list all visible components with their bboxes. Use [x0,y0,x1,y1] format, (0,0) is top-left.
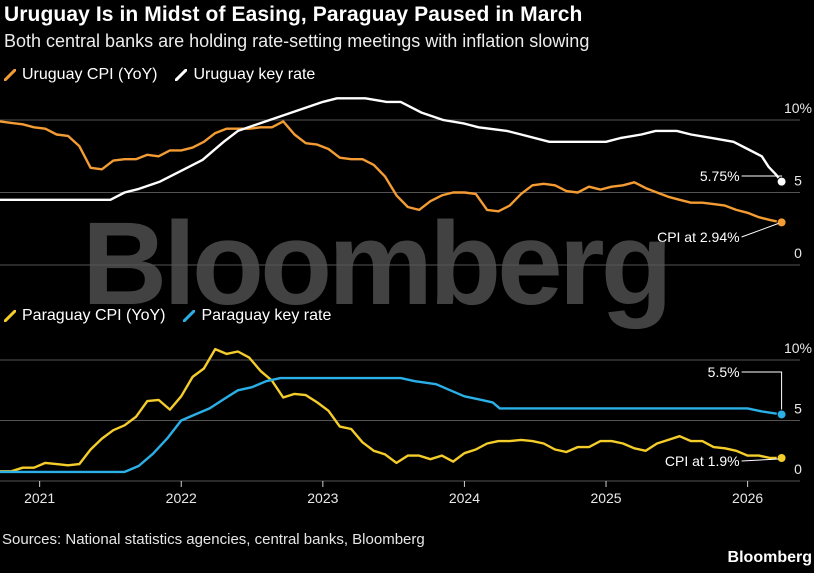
source-note: Sources: National statistics agencies, c… [2,531,425,548]
paraguay-y-tick-label-0: 0 [794,461,802,477]
uruguay-series-end-dot-0 [776,217,787,228]
legend-label-paraguay-rate: Paraguay key rate [201,307,332,324]
legend-swatch-uruguay-rate [175,69,188,81]
brand-logo: Bloomberg [727,549,812,566]
paraguay-annotation-leader-1 [741,458,779,462]
chart-subtitle: Both central banks are holding rate-sett… [4,31,590,51]
paraguay-series-end-dot-1 [776,409,787,420]
paraguay-series-line-1 [0,376,783,474]
legend-item-uruguay-cpi: Uruguay CPI (YoY) [4,66,157,84]
uruguay-y-tick-label-0: 0 [794,245,802,261]
uruguay-series-line-0 [0,120,783,224]
legend-swatch-paraguay-cpi [4,310,16,322]
uruguay-annotation-leader-0 [741,175,783,177]
uruguay-series-line-1 [0,97,783,202]
legend-item-paraguay-rate: Paraguay key rate [183,307,331,325]
legend-label-uruguay-rate: Uruguay key rate [193,66,316,83]
paraguay-legend: Paraguay CPI (YoY) Paraguay key rate [4,307,349,325]
uruguay-y-tick-label-5: 5 [794,173,802,189]
x-tick-label-2026: 2026 [732,490,763,506]
x-tick-label-2022: 2022 [166,490,197,506]
x-tick-label-2024: 2024 [449,490,480,506]
chart-title: Uruguay Is in Midst of Easing, Paraguay … [4,3,583,26]
uruguay-legend: Uruguay CPI (YoY) Uruguay key rate [4,66,333,84]
paraguay-y-tick-label-5: 5 [794,401,802,417]
legend-label-uruguay-cpi: Uruguay CPI (YoY) [22,66,158,83]
uruguay-series-end-dot-1 [776,176,787,187]
paraguay-y-tick-label-10: 10% [784,340,812,356]
paraguay-annotation-leader-0 [741,371,783,410]
paraguay-annotation-label-1: CPI at 1.9% [665,453,740,469]
uruguay-annotation-label-0: 5.75% [700,168,740,184]
x-tick-label-2023: 2023 [307,490,338,506]
legend-item-paraguay-cpi: Paraguay CPI (YoY) [4,307,165,325]
paraguay-series-line-0 [0,347,783,473]
uruguay-annotation-label-1: CPI at 2.94% [657,229,740,245]
uruguay-y-tick-label-10: 10% [784,100,812,116]
x-tick-label-2021: 2021 [24,490,55,506]
legend-item-uruguay-rate: Uruguay key rate [175,66,315,84]
paraguay-annotation-label-0: 5.5% [708,364,740,380]
legend-label-paraguay-cpi: Paraguay CPI (YoY) [22,307,166,324]
paraguay-series-end-dot-0 [776,453,787,464]
legend-swatch-uruguay-cpi [4,69,16,81]
legend-swatch-paraguay-rate [183,310,196,322]
uruguay-annotation-leader-1 [741,222,779,238]
x-tick-label-2025: 2025 [590,490,621,506]
